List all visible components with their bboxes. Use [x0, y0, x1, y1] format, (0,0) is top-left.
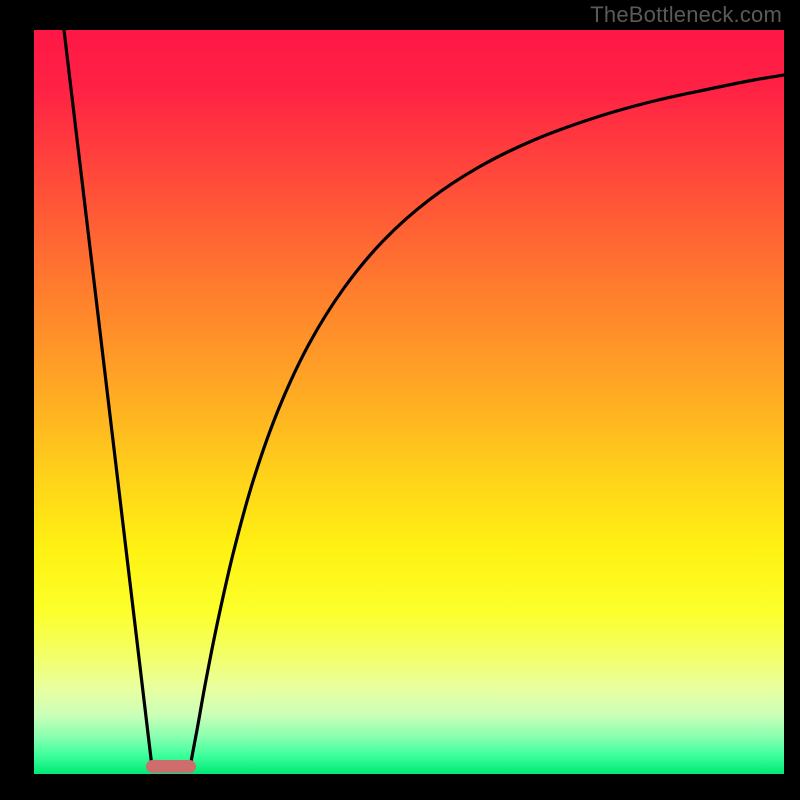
chart-stage: TheBottleneck.com	[0, 0, 800, 800]
gradient-background	[34, 30, 784, 774]
plot-area	[34, 30, 784, 774]
watermark-text: TheBottleneck.com	[590, 2, 782, 28]
bottom-marker	[146, 760, 196, 773]
